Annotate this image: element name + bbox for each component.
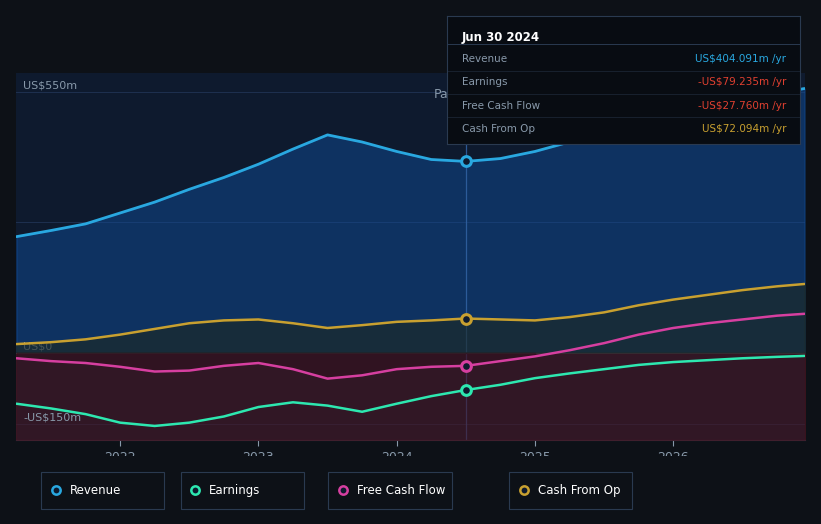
Text: Jun 30 2024: Jun 30 2024 [461,31,539,44]
Text: -US$79.235m /yr: -US$79.235m /yr [698,78,787,88]
Text: Revenue: Revenue [70,484,122,497]
Text: Cash From Op: Cash From Op [461,124,534,134]
Text: US$72.094m /yr: US$72.094m /yr [702,124,787,134]
Text: US$550m: US$550m [23,81,77,91]
Text: Earnings: Earnings [209,484,261,497]
Text: Past: Past [434,88,461,101]
Text: Revenue: Revenue [461,54,507,64]
Text: -US$27.760m /yr: -US$27.760m /yr [698,101,787,111]
Text: Free Cash Flow: Free Cash Flow [357,484,446,497]
Text: US$0: US$0 [23,341,53,351]
Text: Analysts Forecasts: Analysts Forecasts [477,88,594,101]
Text: Free Cash Flow: Free Cash Flow [461,101,539,111]
Text: Cash From Op: Cash From Op [538,484,620,497]
Text: Earnings: Earnings [461,78,507,88]
Text: -US$150m: -US$150m [23,412,81,422]
Text: US$404.091m /yr: US$404.091m /yr [695,54,787,64]
